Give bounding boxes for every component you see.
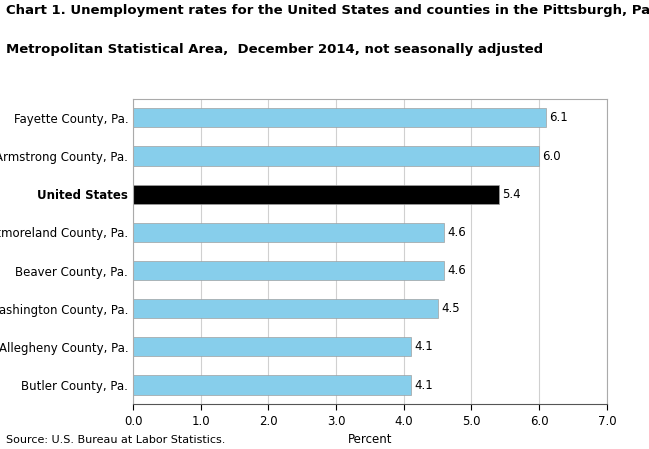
Text: 4.6: 4.6	[448, 264, 467, 277]
Text: 4.6: 4.6	[448, 226, 467, 239]
Text: 4.1: 4.1	[414, 379, 433, 392]
Bar	[133, 261, 445, 280]
Text: Source: U.S. Bureau at Labor Statistics.: Source: U.S. Bureau at Labor Statistics.	[6, 435, 226, 445]
Bar	[133, 223, 445, 242]
Text: 6.1: 6.1	[549, 111, 568, 124]
Bar	[133, 375, 411, 395]
Bar	[133, 108, 546, 128]
Bar	[133, 337, 411, 357]
X-axis label: Percent: Percent	[348, 433, 392, 446]
Text: Metropolitan Statistical Area,  December 2014, not seasonally adjusted: Metropolitan Statistical Area, December …	[6, 43, 544, 56]
Text: 4.5: 4.5	[441, 302, 459, 315]
Text: 4.1: 4.1	[414, 340, 433, 353]
Bar	[133, 185, 498, 204]
Bar	[133, 299, 437, 318]
Text: 5.4: 5.4	[502, 188, 520, 201]
Text: 6.0: 6.0	[543, 150, 561, 163]
Bar	[133, 146, 539, 166]
Text: Chart 1. Unemployment rates for the United States and counties in the Pittsburgh: Chart 1. Unemployment rates for the Unit…	[6, 4, 649, 18]
